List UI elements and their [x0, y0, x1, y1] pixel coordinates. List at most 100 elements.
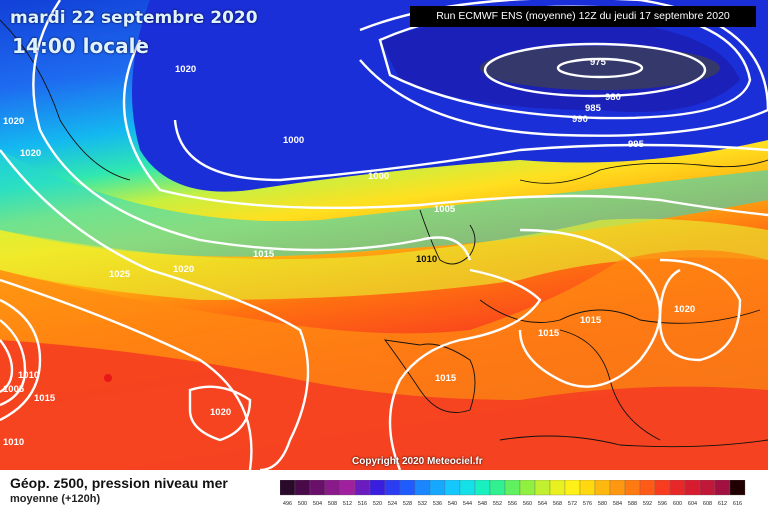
scale-swatch [579, 480, 596, 496]
scale-label: 528 [403, 501, 412, 507]
color-scale: 496 500 504 508 512 516 520 524 528 532 536 540 544 5… [280, 480, 746, 507]
scale-label: 584 [613, 501, 622, 507]
isobar-label: 985 [585, 103, 602, 114]
scale-swatch [699, 480, 716, 496]
scale-label: 560 [523, 501, 532, 507]
scale-label: 604 [688, 501, 697, 507]
scale-label: 596 [658, 501, 667, 507]
isobar-label: 1020 [175, 64, 196, 75]
isobar-label: 1020 [210, 407, 231, 418]
isobar-label: 1005 [3, 384, 25, 395]
isobar-label: 1000 [283, 135, 304, 146]
scale-swatch [429, 480, 446, 496]
scale-swatch [489, 480, 506, 496]
weather-map: 1020 1020 1020 1000 975 980 985 990 995 … [0, 0, 768, 470]
scale-swatch [729, 480, 746, 496]
scale-label: 508 [328, 501, 337, 507]
scale-swatch [354, 480, 371, 496]
scale-label: 512 [343, 501, 352, 507]
scale-swatch [684, 480, 701, 496]
scale-label: 496 [283, 501, 292, 507]
isobar-label: 1015 [34, 393, 56, 404]
isobar-label: 975 [590, 57, 607, 68]
scale-label: 608 [703, 501, 712, 507]
scale-label: 572 [568, 501, 577, 507]
scale-swatch [534, 480, 551, 496]
scale-swatch [654, 480, 671, 496]
scale-swatch [609, 480, 626, 496]
legend-title: Géop. z500, pression niveau mer [10, 475, 228, 491]
isobar-label: 1015 [253, 249, 275, 260]
scale-label: 600 [673, 501, 682, 507]
isobar-label: 1020 [674, 304, 695, 315]
isobar-label: 1015 [580, 315, 602, 326]
scale-label: 500 [298, 501, 307, 507]
scale-swatch [309, 480, 326, 496]
scale-swatch [564, 480, 581, 496]
run-banner: Run ECMWF ENS (moyenne) 12Z du jeudi 17 … [410, 6, 756, 27]
isobar-label: 1000 [368, 171, 389, 182]
scale-label: 544 [463, 501, 472, 507]
scale-label: 612 [718, 501, 727, 507]
scale-label: 588 [628, 501, 637, 507]
scale-swatch [294, 480, 311, 496]
scale-swatch [459, 480, 476, 496]
scale-swatch [384, 480, 401, 496]
legend-footer: Géop. z500, pression niveau mer moyenne … [0, 470, 768, 512]
scale-label: 580 [598, 501, 607, 507]
isobar-label: 1010 [416, 254, 437, 265]
scale-swatch [714, 480, 731, 496]
scale-swatch [414, 480, 431, 496]
isobar-label: 1015 [435, 373, 457, 384]
scale-label: 532 [418, 501, 427, 507]
isobar-label: 1010 [3, 437, 24, 448]
isobar-label: 995 [628, 139, 645, 150]
scale-label: 524 [388, 501, 397, 507]
scale-swatch [549, 480, 566, 496]
isobar-labels: 1020 1020 1020 1000 975 980 985 990 995 … [3, 57, 695, 448]
scale-label: 516 [358, 501, 367, 507]
scale-label: 616 [733, 501, 742, 507]
scale-swatch [474, 480, 491, 496]
scale-label: 540 [448, 501, 457, 507]
yellow-band [0, 218, 768, 300]
scale-label: 556 [508, 501, 517, 507]
isobar-label: 1020 [20, 148, 41, 159]
isobar-label: 1015 [538, 328, 560, 339]
legend-subtitle: moyenne (+120h) [10, 493, 101, 505]
scale-label: 520 [373, 501, 382, 507]
scale-swatch [504, 480, 521, 496]
scale-swatch [339, 480, 356, 496]
isobar-label: 980 [605, 92, 621, 103]
isobar-label: 990 [572, 114, 588, 125]
scale-label: 548 [478, 501, 487, 507]
scale-label: 576 [583, 501, 592, 507]
isobar-label: 1020 [173, 264, 194, 275]
cyclone-center [480, 46, 720, 90]
forecast-date: mardi 22 septembre 2020 [10, 8, 258, 28]
scale-swatch [639, 480, 656, 496]
scale-swatch [399, 480, 416, 496]
scale-label: 592 [643, 501, 652, 507]
scale-label: 564 [538, 501, 547, 507]
scale-swatch [624, 480, 641, 496]
scale-label: 536 [433, 501, 442, 507]
isobar-label: 1010 [18, 370, 39, 381]
scale-label: 504 [313, 501, 322, 507]
scale-swatch [594, 480, 611, 496]
scale-swatch [280, 480, 296, 496]
isobar-label: 1025 [109, 269, 131, 280]
scale-swatch [324, 480, 341, 496]
scale-label: 568 [553, 501, 562, 507]
scale-swatch [444, 480, 461, 496]
scale-swatch [669, 480, 686, 496]
forecast-time: 14:00 locale [12, 34, 149, 58]
map-svg: 1020 1020 1020 1000 975 980 985 990 995 … [0, 0, 768, 470]
high-marker [104, 374, 112, 382]
scale-swatch [519, 480, 536, 496]
isobar-label: 1020 [3, 116, 24, 127]
scale-swatch [369, 480, 386, 496]
scale-label: 552 [493, 501, 502, 507]
copyright: Copyright 2020 Meteociel.fr [352, 456, 483, 467]
isobar-label: 1005 [434, 204, 456, 215]
